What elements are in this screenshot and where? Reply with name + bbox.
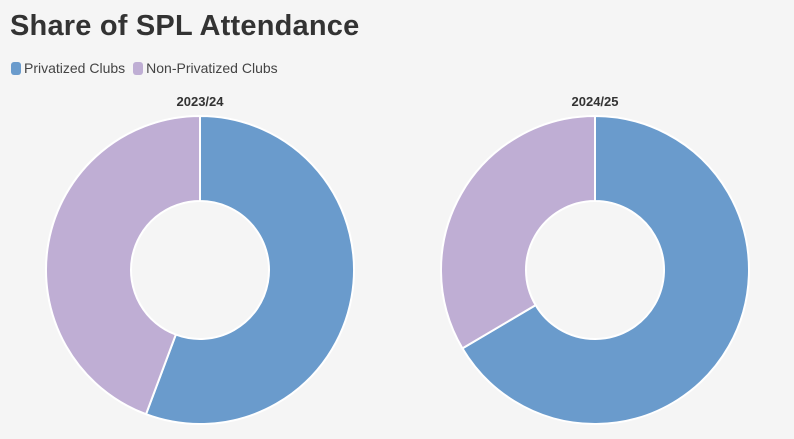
donut-title-2023-24: 2023/24 <box>176 94 224 109</box>
chart-title: Share of SPL Attendance <box>10 10 360 42</box>
donut-slice-non-privatized[interactable] <box>440 114 596 350</box>
legend-swatch-privatized <box>11 61 21 75</box>
legend-item-privatized[interactable]: Privatized Clubs <box>11 60 125 76</box>
donut-svg-2024-25 <box>440 114 750 425</box>
donut-svg-2023-24 <box>45 114 355 425</box>
legend-swatch-non-privatized <box>133 61 144 75</box>
donut-slice-privatized[interactable] <box>144 114 355 425</box>
legend-label-non-privatized: Non-Privatized Clubs <box>146 60 278 76</box>
legend-label-privatized: Privatized Clubs <box>24 60 126 76</box>
legend-item-non-privatized[interactable]: Non-Privatized Clubs <box>133 60 278 76</box>
donut-slice-privatized[interactable] <box>461 114 750 425</box>
donut-slice-non-privatized[interactable] <box>45 114 201 416</box>
legend: Privatized Clubs Non-Privatized Clubs <box>11 60 286 76</box>
donut-title-2024-25: 2024/25 <box>571 94 619 109</box>
